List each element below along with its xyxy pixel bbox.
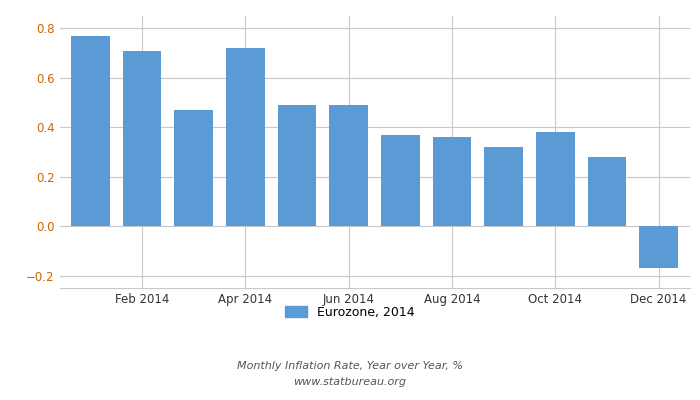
Bar bbox=[587, 157, 626, 226]
Bar bbox=[71, 36, 110, 226]
Bar bbox=[484, 147, 523, 226]
Bar bbox=[174, 110, 213, 226]
Bar bbox=[536, 132, 575, 226]
Bar bbox=[329, 105, 368, 226]
Bar bbox=[226, 48, 265, 226]
Legend: Eurozone, 2014: Eurozone, 2014 bbox=[280, 301, 420, 324]
Text: Monthly Inflation Rate, Year over Year, %: Monthly Inflation Rate, Year over Year, … bbox=[237, 361, 463, 371]
Bar bbox=[433, 137, 471, 226]
Bar bbox=[381, 135, 420, 226]
Text: www.statbureau.org: www.statbureau.org bbox=[293, 377, 407, 387]
Bar bbox=[278, 105, 316, 226]
Bar bbox=[122, 51, 162, 226]
Bar bbox=[639, 226, 678, 268]
